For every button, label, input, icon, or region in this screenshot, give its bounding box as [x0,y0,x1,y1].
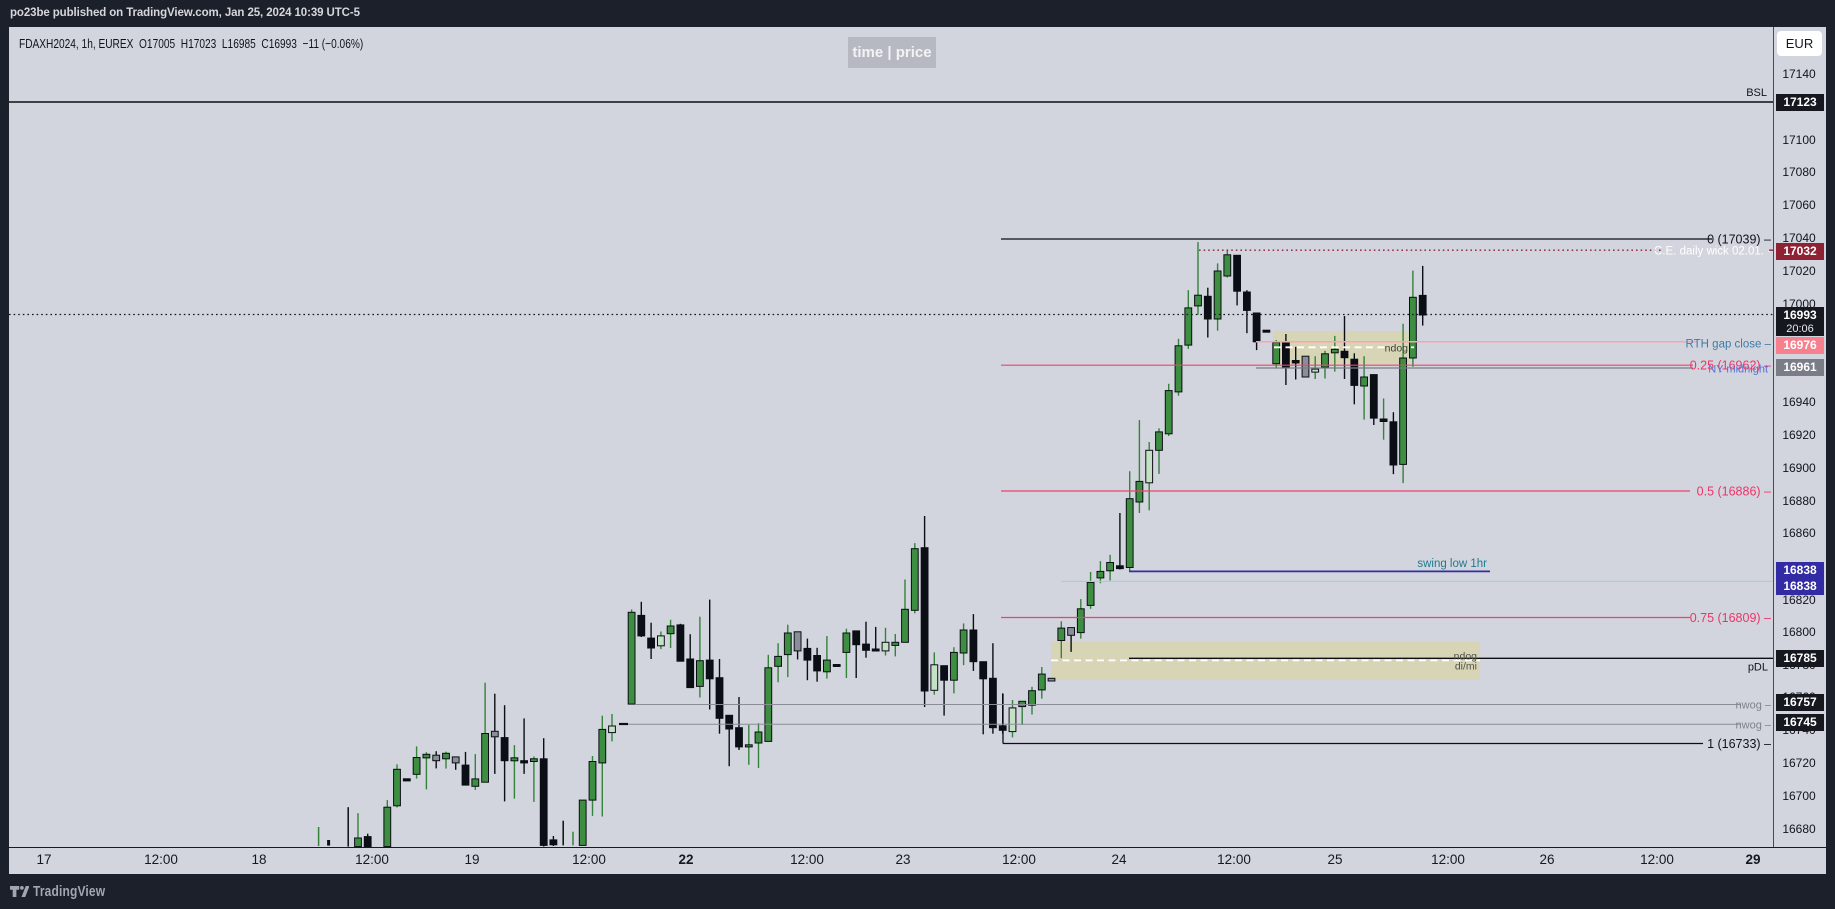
svg-text:C.E. daily wick 02.01. ·: C.E. daily wick 02.01. · [1654,246,1771,258]
svg-text:1 (16733) –: 1 (16733) – [1707,737,1771,751]
svg-text:ndog: ndog [1454,651,1478,663]
svg-text:0 (17039) –: 0 (17039) – [1707,233,1771,247]
svg-text:NY midnight: NY midnight [1708,364,1768,376]
svg-text:0.5 (16886) –: 0.5 (16886) – [1697,485,1771,499]
svg-text:nwog –: nwog – [1736,720,1772,732]
svg-text:0.75 (16809) –: 0.75 (16809) – [1690,611,1771,625]
svg-text:BSL: BSL [1746,87,1767,99]
svg-text:swing low 1hr: swing low 1hr [1417,558,1487,570]
svg-text:di/mi: di/mi [1455,661,1477,673]
svg-text:0.25 (16962) –: 0.25 (16962) – [1690,359,1771,373]
svg-text:nwog –: nwog – [1736,700,1772,712]
svg-text:RTH gap close –: RTH gap close – [1686,338,1772,350]
svg-text:ndog: ndog [1385,343,1409,355]
svg-text:pDL: pDL [1748,662,1768,674]
